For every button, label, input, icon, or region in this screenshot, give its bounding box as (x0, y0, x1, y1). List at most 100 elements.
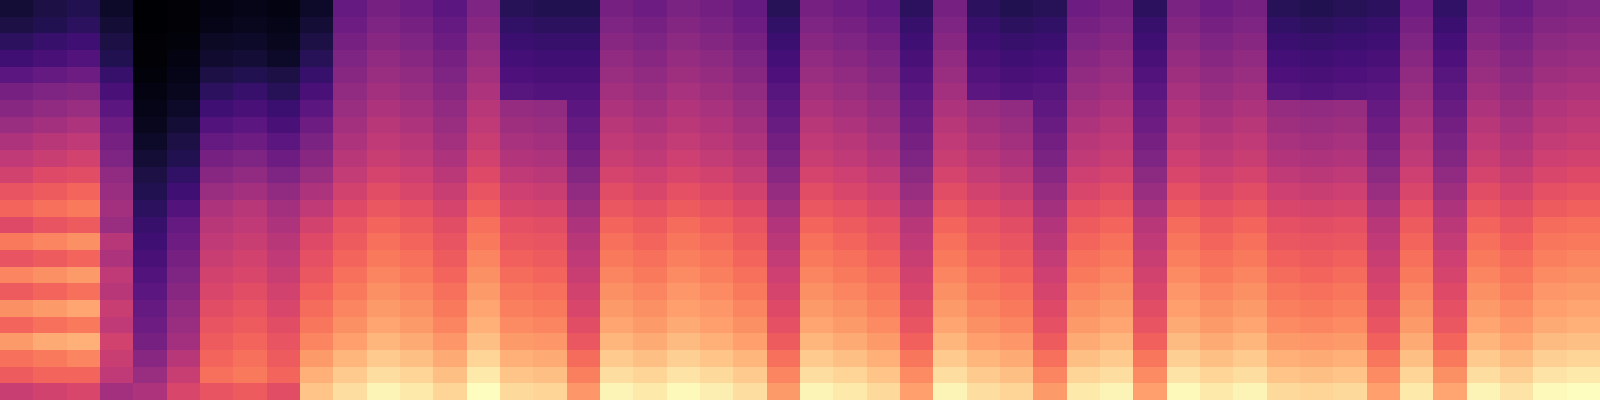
heatmap-cell (1000, 83, 1034, 100)
heatmap-cell (733, 83, 767, 100)
heatmap-cell (667, 350, 701, 367)
heatmap-cell (1333, 67, 1367, 84)
heatmap-cell (833, 50, 867, 67)
heatmap-cell (867, 0, 901, 17)
heatmap-cell (1367, 117, 1401, 134)
heatmap-cell (1200, 300, 1234, 317)
heatmap-cell (767, 217, 801, 234)
heatmap-cell (100, 167, 134, 184)
heatmap-cell (1400, 250, 1434, 267)
heatmap-cell (933, 333, 967, 350)
heatmap-cell (800, 183, 834, 200)
heatmap-cell (1467, 83, 1501, 100)
heatmap-cell (1067, 183, 1101, 200)
heatmap-cell (600, 183, 634, 200)
heatmap-cell (1400, 350, 1434, 367)
heatmap-cell (1167, 317, 1201, 334)
heatmap-cell (1300, 33, 1334, 50)
heatmap-cell (300, 200, 334, 217)
heatmap-cell (1567, 333, 1600, 350)
heatmap-cell (300, 117, 334, 134)
heatmap-cell (1367, 350, 1401, 367)
heatmap-cell (333, 317, 367, 334)
heatmap-cell (400, 100, 434, 117)
heatmap-cell (1433, 233, 1467, 250)
heatmap-cell (467, 133, 501, 150)
heatmap-cell (1000, 233, 1034, 250)
heatmap-cell (433, 333, 467, 350)
heatmap-cell (333, 250, 367, 267)
heatmap-cell (1533, 150, 1567, 167)
heatmap-cell (500, 367, 534, 384)
heatmap-cell (133, 0, 167, 17)
heatmap-cell (967, 317, 1001, 334)
heatmap-cell (1100, 83, 1134, 100)
heatmap-cell (1533, 0, 1567, 17)
heatmap-cell (300, 183, 334, 200)
heatmap-cell (1333, 333, 1367, 350)
heatmap-cell (800, 150, 834, 167)
heatmap-cell (267, 150, 301, 167)
heatmap-cell (1433, 200, 1467, 217)
heatmap-cell (267, 17, 301, 34)
heatmap-cell (0, 267, 34, 284)
heatmap-cell (1033, 350, 1067, 367)
heatmap-cell (1200, 117, 1234, 134)
heatmap-cell (933, 100, 967, 117)
heatmap-cell (800, 117, 834, 134)
heatmap-cell (200, 317, 234, 334)
heatmap-cell (1167, 300, 1201, 317)
heatmap-cell (933, 17, 967, 34)
heatmap-cell (133, 50, 167, 67)
heatmap-cell (733, 0, 767, 17)
heatmap-cell (233, 250, 267, 267)
heatmap-cell (1467, 283, 1501, 300)
heatmap-cell (1067, 167, 1101, 184)
heatmap-cell (367, 183, 401, 200)
heatmap-cell (267, 117, 301, 134)
heatmap-cell (833, 83, 867, 100)
heatmap-cell (1233, 200, 1267, 217)
heatmap-cell (1467, 17, 1501, 34)
heatmap-cell (1433, 167, 1467, 184)
heatmap-cell (1467, 300, 1501, 317)
heatmap-cell (1167, 267, 1201, 284)
heatmap-cell (567, 50, 601, 67)
heatmap-cell (1467, 50, 1501, 67)
heatmap-cell (967, 33, 1001, 50)
heatmap-cell (33, 267, 67, 284)
heatmap-cell (367, 33, 401, 50)
heatmap-cell (67, 250, 101, 267)
heatmap-cell (33, 383, 67, 400)
heatmap-cell (967, 350, 1001, 367)
heatmap-cell (367, 67, 401, 84)
heatmap-cell (800, 167, 834, 184)
heatmap-cell (33, 317, 67, 334)
heatmap-cell (233, 233, 267, 250)
heatmap-cell (1533, 267, 1567, 284)
heatmap-cell (733, 267, 767, 284)
heatmap-cell (33, 367, 67, 384)
heatmap-cell (1033, 283, 1067, 300)
heatmap-cell (933, 317, 967, 334)
heatmap-cell (733, 17, 767, 34)
heatmap-cell (667, 267, 701, 284)
heatmap-cell (1333, 0, 1367, 17)
heatmap-cell (367, 100, 401, 117)
heatmap-cell (1100, 267, 1134, 284)
heatmap-cell (533, 150, 567, 167)
heatmap-cell (1167, 167, 1201, 184)
heatmap-cell (733, 250, 767, 267)
heatmap-cell (767, 300, 801, 317)
heatmap-cell (867, 133, 901, 150)
heatmap-cell (1100, 67, 1134, 84)
heatmap-cell (700, 0, 734, 17)
heatmap-cell (933, 133, 967, 150)
heatmap-cell (567, 200, 601, 217)
heatmap-cell (1167, 150, 1201, 167)
heatmap-cell (933, 167, 967, 184)
heatmap-cell (100, 367, 134, 384)
heatmap-cell (1033, 383, 1067, 400)
heatmap-cell (133, 133, 167, 150)
heatmap-cell (33, 0, 67, 17)
